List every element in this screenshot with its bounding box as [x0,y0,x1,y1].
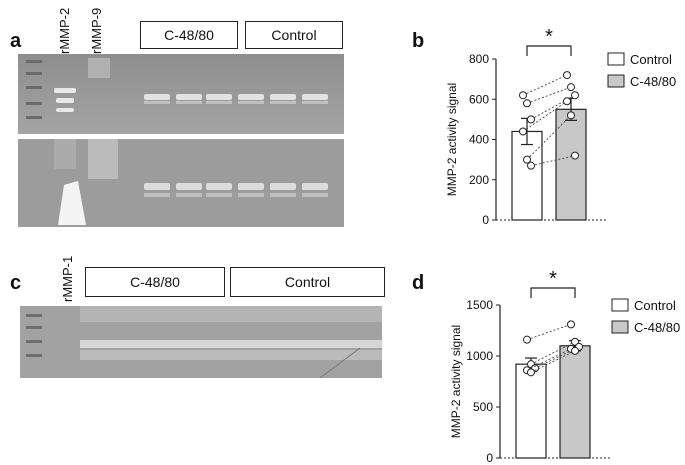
data-point-c4880 [571,346,579,355]
significance-star: * [549,268,557,290]
paired-line [526,323,572,341]
significance-bracket [530,287,576,298]
legend-swatch-c4880 [611,320,629,334]
chart-b: 0 200 400 600 800 MMP-2 activity signal * Contr… [445,26,676,227]
data-point-c4880 [563,97,571,106]
legend-swatch-control [611,298,629,312]
panel-letter-a: a [10,30,22,52]
paired-line [526,115,572,160]
data-point-control [527,161,535,170]
significance-bracket [526,45,572,56]
gel-a-group-control: Control [245,21,343,49]
significance-star: * [545,26,553,48]
lane-label-rmmp2: rMMP-2 [57,7,72,54]
data-point-control [527,115,535,124]
bar-c4880 [559,345,591,459]
paired-line [526,348,572,371]
y-tick-label: 1000 [466,349,493,363]
y-axis-label: MMP-2 activity signal [449,325,463,438]
data-point-c4880 [571,151,579,160]
y-tick-label: 400 [469,133,489,147]
y-tick-label: 800 [469,52,489,66]
legend-label-c4880: C-48/80 [630,74,676,89]
paired-line [530,341,576,365]
data-point-control [523,99,531,108]
gel-a-lower [18,139,344,227]
legend-label-control: Control [630,52,672,67]
panel-letter-d: d [412,272,425,294]
data-point-control [523,155,531,164]
bar-control [515,363,547,459]
lane-label-rmmp9: rMMP-9 [89,7,104,54]
y-tick-label: 1500 [466,298,493,312]
gel-c-group-c4880: C-48/80 [85,267,225,297]
paired-line [530,350,576,373]
paired-line [522,74,568,96]
data-point-control [519,127,527,136]
paired-line [530,155,576,167]
legend-swatch-control [607,52,625,66]
y-axis-label: MMP-2 activity signal [445,83,459,196]
bar-c4880 [555,108,587,221]
data-point-c4880 [571,91,579,100]
data-point-c4880 [567,83,575,92]
legend-swatch-c4880 [607,74,625,88]
y-tick-label: 0 [482,213,489,227]
gel-c [20,306,382,378]
y-tick-label: 0 [486,451,493,465]
data-point-control [523,335,531,344]
legend-label-c4880: C-48/80 [634,320,680,335]
paired-line [522,100,568,132]
y-tick-label: 200 [469,173,489,187]
legend-label-control: Control [634,298,676,313]
gel-a-group-c4880: C-48/80 [140,21,238,49]
data-point-c4880 [567,111,575,120]
y-tick-label: 600 [469,92,489,106]
panel-letter-b: b [412,30,425,52]
lane-label-rmmp1: rMMP-1 [60,255,75,302]
data-point-c4880 [571,337,579,346]
y-tick-label: 500 [473,400,493,414]
gel-c-group-control: Control [230,267,385,297]
panel-letter-c: c [10,272,22,294]
gel-a-upper [18,54,344,134]
data-point-control [519,91,527,100]
data-point-control [527,368,535,377]
data-point-c4880 [563,71,571,80]
data-point-c4880 [567,320,575,329]
